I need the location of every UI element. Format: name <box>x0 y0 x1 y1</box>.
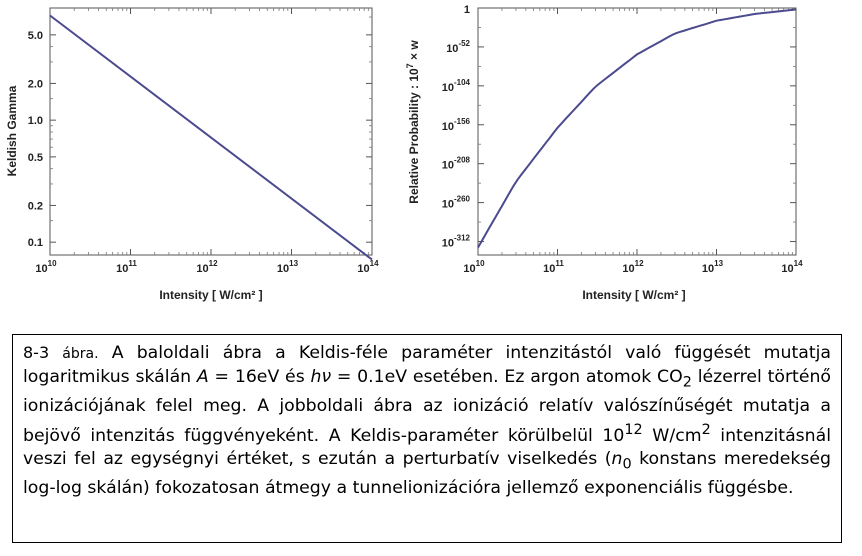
right-x-tick-base: 10 <box>702 263 714 275</box>
caption-var-a: A <box>196 367 209 388</box>
right-x-tick-base: 10 <box>622 263 634 275</box>
right-y-tick-base: 10 <box>446 43 458 55</box>
left-plot-frame <box>49 7 373 256</box>
left-y-tick-label: 2.0 <box>28 78 43 90</box>
caption-sup-12: 12 <box>624 421 643 438</box>
right-x-tick-label: 1014 <box>781 259 803 275</box>
right-y-tick-base: 10 <box>442 199 454 211</box>
right-x-tick-exp: 13 <box>714 259 723 268</box>
right-y-tick-base: 10 <box>442 160 454 172</box>
right-x-tick-base: 10 <box>781 263 793 275</box>
right-y-tick-exp: -208 <box>454 156 471 165</box>
right-y-axis-label-main: Relative Probability : 10 <box>407 68 421 204</box>
right-tick-marks <box>477 7 797 255</box>
right-x-tick-base: 10 <box>543 263 555 275</box>
left-y-tick-labels: 5.0 2.0 1.0 0.5 0.2 0.1 <box>28 30 43 249</box>
figure-caption: 8-3 ábra. A baloldali ábra a Keldis-féle… <box>12 334 842 543</box>
caption-text-4: lézerrel történő ionizációjának felel me… <box>23 367 831 446</box>
caption-figure-number: 8-3 <box>23 343 50 362</box>
left-x-tick-label: 1011 <box>116 259 137 275</box>
left-x-tick-base: 10 <box>357 263 369 275</box>
left-x-tick-exp: 14 <box>370 259 379 268</box>
right-series-line <box>477 8 797 249</box>
left-x-tick-exp: 13 <box>289 259 298 268</box>
right-y-axis-label: Relative Probability : 107 × w <box>405 40 421 204</box>
right-y-tick-exp: -156 <box>454 117 471 126</box>
left-y-axis-label: Keldish Gamma <box>5 85 19 176</box>
caption-sup-2: 2 <box>701 421 711 438</box>
left-y-tick-label: 0.2 <box>28 200 43 212</box>
right-y-axis-label-sup: 7 <box>405 63 415 68</box>
caption-text-1: A baloldali ábra a Keldis-féle paraméter… <box>23 343 831 388</box>
left-series-line <box>49 14 373 261</box>
caption-text-6: intenzitásnál veszi fel az egységnyi ért… <box>23 425 832 469</box>
caption-sub-2: 2 <box>682 374 692 391</box>
right-y-tick-label: 10-312 <box>442 234 471 250</box>
caption-sub-0: 0 <box>622 456 632 473</box>
right-y-tick-label: 10-260 <box>442 195 471 211</box>
right-x-tick-exp: 10 <box>476 259 485 268</box>
caption-text-5: W/cm <box>642 425 702 446</box>
right-x-tick-label: 1012 <box>622 259 644 275</box>
right-x-axis-label-text: Intensity [ W/cm² ] <box>582 288 685 302</box>
left-x-tick-base: 10 <box>277 263 289 275</box>
right-x-tick-exp: 12 <box>635 259 644 268</box>
left-x-axis-label-text: Intensity [ W/cm² ] <box>159 288 262 302</box>
right-y-tick-label: 10-156 <box>442 117 471 133</box>
right-y-tick-exp: -260 <box>454 195 471 204</box>
caption-var-nu: ν <box>321 367 332 388</box>
left-x-axis-label: Intensity [ W/cm² ] <box>159 288 262 302</box>
right-y-tick-base: 1 <box>464 4 470 16</box>
left-x-tick-labels: 1010 1011 1012 1013 1014 <box>35 259 379 275</box>
left-x-tick-label: 1012 <box>196 259 218 275</box>
left-y-tick-label: 0.5 <box>28 152 43 164</box>
left-y-tick-label: 0.1 <box>28 237 43 249</box>
right-x-tick-exp: 11 <box>555 259 564 268</box>
right-y-tick-label: 10-208 <box>442 156 471 172</box>
right-y-axis-label-tail: × w <box>407 40 421 64</box>
right-x-tick-label: 1013 <box>702 259 724 275</box>
right-x-tick-base: 10 <box>463 263 475 275</box>
left-x-tick-base: 10 <box>196 263 208 275</box>
right-y-tick-label: 10-52 <box>446 39 470 55</box>
right-y-tick-exp: -52 <box>458 39 470 48</box>
right-x-tick-labels: 1010 1011 1012 1013 1014 <box>463 259 803 275</box>
right-plot-frame <box>477 7 797 256</box>
right-y-tick-base: 10 <box>442 121 454 133</box>
left-y-tick-label: 1.0 <box>28 115 43 127</box>
right-y-tick-label: 1 <box>464 4 470 16</box>
left-x-tick-exp: 11 <box>128 259 137 268</box>
right-x-axis-label: Intensity [ W/cm² ] <box>582 288 685 302</box>
caption-var-h: h <box>310 367 322 388</box>
left-x-tick-label: 1010 <box>35 259 57 275</box>
left-x-tick-base: 10 <box>35 263 47 275</box>
left-x-tick-exp: 10 <box>48 259 57 268</box>
left-x-tick-label: 1014 <box>357 259 379 275</box>
left-y-tick-label: 5.0 <box>28 30 43 42</box>
right-y-tick-label: 10-104 <box>442 78 471 94</box>
right-y-tick-exp: -312 <box>454 234 471 243</box>
caption-text-2: = 16eV és <box>208 367 311 388</box>
right-y-tick-exp: -104 <box>454 78 471 87</box>
right-x-tick-exp: 14 <box>794 259 803 268</box>
caption-text-7: konstans meredekség log-log skálán) foko… <box>23 448 831 498</box>
caption-var-n: n <box>611 448 623 469</box>
right-x-tick-label: 1010 <box>463 259 485 275</box>
caption-text-3: = 0.1eV esetében. Ez argon atomok CO <box>331 367 683 388</box>
caption-figure-word: ábra. <box>62 346 99 362</box>
charts-area: 5.02.01.00.50.20.1 1010 1011 1012 1013 1014 … <box>5 4 803 302</box>
right-y-tick-base: 10 <box>442 82 454 94</box>
right-x-tick-label: 1011 <box>543 259 564 275</box>
left-tick-marks <box>49 8 373 255</box>
left-x-tick-base: 10 <box>116 263 128 275</box>
left-x-tick-label: 1013 <box>277 259 299 275</box>
left-x-tick-exp: 12 <box>209 259 218 268</box>
right-y-tick-base: 10 <box>442 238 454 250</box>
keldysh-gamma-chart: 5.02.01.00.50.20.1 1010 1011 1012 1013 1014 … <box>5 7 379 302</box>
